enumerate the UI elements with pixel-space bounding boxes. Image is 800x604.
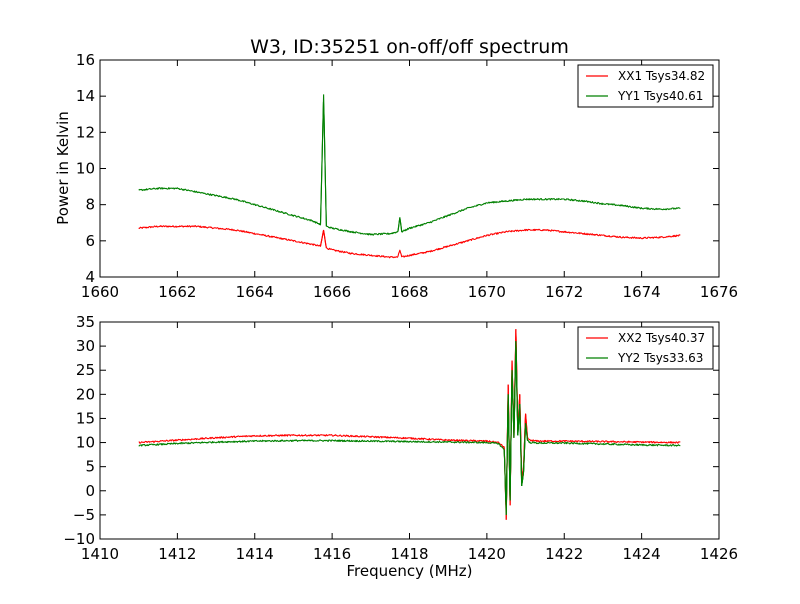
x-tick-label: 1422	[545, 545, 583, 563]
x-tick-label: 1426	[700, 545, 738, 563]
x-tick-label: 1668	[390, 283, 428, 301]
legend-entry: XX1 Tsys34.82	[618, 69, 705, 83]
x-tick-label: 1660	[81, 283, 119, 301]
chart-title: W3, ID:35251 on-off/off spectrum	[250, 36, 569, 58]
y-tick-label: 16	[76, 51, 95, 69]
x-tick-label: 1412	[158, 545, 196, 563]
x-tick-label: 1676	[700, 283, 738, 301]
x-tick-label: 1670	[468, 283, 506, 301]
x-tick-label: 1662	[158, 283, 196, 301]
series-spike	[319, 94, 327, 227]
series-spike	[319, 229, 327, 249]
legend-entry: YY1 Tsys40.61	[617, 89, 703, 103]
x-tick-label: 1672	[545, 283, 583, 301]
x-tick-label: 1418	[390, 545, 428, 563]
y-tick-label: −10	[63, 530, 95, 548]
x-axis-label: Frequency (MHz)	[346, 562, 472, 580]
y-tick-label: 20	[76, 385, 95, 403]
y-tick-label: 30	[76, 337, 95, 355]
y-tick-label: 5	[85, 458, 95, 476]
y-tick-label: 6	[85, 232, 95, 250]
series-line-1	[138, 225, 681, 259]
y-tick-label: 15	[76, 409, 95, 427]
x-tick-label: 1410	[81, 545, 119, 563]
top-legend: XX1 Tsys34.82 YY1 Tsys40.61	[577, 64, 714, 108]
x-tick-label: 1414	[236, 545, 274, 563]
x-tick-label: 1420	[468, 545, 506, 563]
x-tick-label: 1664	[236, 283, 274, 301]
series-line-1	[138, 335, 681, 509]
y-tick-label: 12	[76, 123, 95, 141]
series-spike	[523, 423, 529, 472]
series-spike	[397, 217, 403, 232]
y-tick-label: 10	[76, 434, 95, 452]
bottom-legend: XX2 Tsys40.37 YY2 Tsys33.63	[577, 326, 714, 370]
y-tick-label: 14	[76, 87, 95, 105]
y-tick-label: 0	[85, 482, 95, 500]
legend-entry: YY2 Tsys33.63	[617, 351, 703, 365]
y-tick-label: 4	[85, 268, 95, 286]
x-tick-label: 1666	[313, 283, 351, 301]
bottom-chart: 1410 1412 1414 1416 1418 1420 1422 1424 1426 −10 −…	[63, 313, 738, 580]
x-tick-label: 1416	[313, 545, 351, 563]
series-line-2	[138, 346, 681, 506]
y-tick-label: 10	[76, 160, 95, 178]
y-tick-label: 25	[76, 361, 95, 379]
legend-entry: XX2 Tsys40.37	[618, 331, 705, 345]
y-axis-label: Power in Kelvin	[54, 111, 72, 225]
x-tick-label: 1674	[623, 283, 661, 301]
y-tick-label: −5	[73, 506, 95, 524]
top-chart: 1660 1662 1664 1666 1668 1670 1672 1674 1676 4 6 8 1…	[54, 36, 738, 301]
series-line-2	[138, 101, 681, 236]
y-tick-label: 8	[85, 196, 95, 214]
y-tick-label: 35	[76, 313, 95, 331]
x-tick-label: 1424	[623, 545, 661, 563]
